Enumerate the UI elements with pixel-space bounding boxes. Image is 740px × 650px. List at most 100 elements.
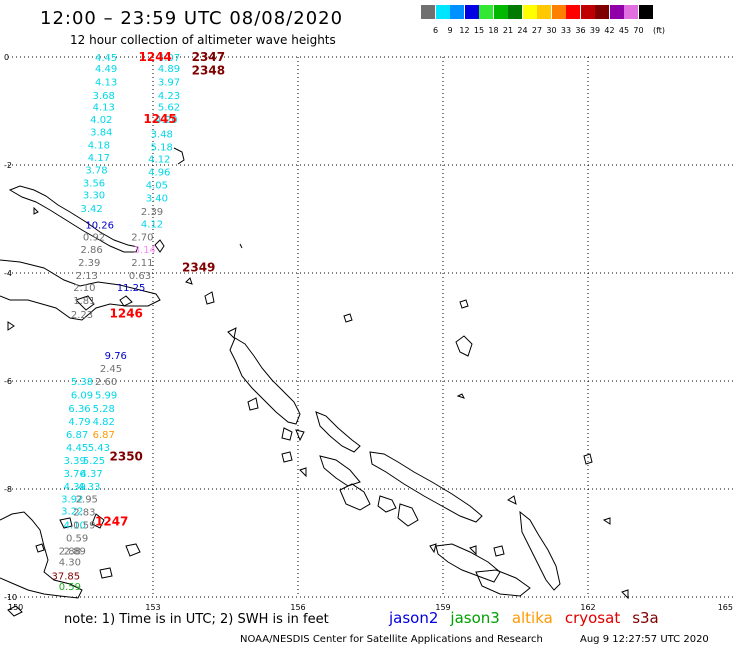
wave-height-label: 3.30 <box>83 191 105 202</box>
wave-height-label: 2.89 <box>64 547 86 558</box>
legend-label: 12 <box>459 26 470 35</box>
graticule <box>8 56 733 598</box>
legend-swatch <box>609 5 624 19</box>
wave-height-label: 2.83 <box>73 508 95 519</box>
wave-height-label: 5.28 <box>93 404 115 415</box>
legend-swatch <box>638 5 653 19</box>
wave-height-label: 0.59 <box>59 582 81 593</box>
generation-timestamp: Aug 9 12:27:57 UTC 2020 <box>580 634 709 645</box>
wave-height-label: 4.39 <box>64 482 86 493</box>
wave-height-label: 4.89 <box>158 64 180 75</box>
wave-height-label: 11.25 <box>117 283 146 294</box>
legend-label: 21 <box>502 26 514 35</box>
satellite-jason3: jason3 <box>450 609 500 627</box>
credit-line: NOAA/NESDIS Center for Satellite Applica… <box>240 634 543 645</box>
wave-height-label: 4.96 <box>148 167 170 178</box>
map-subtitle: 12 hour collection of altimeter wave hei… <box>70 33 336 47</box>
wave-height-label: 3.40 <box>146 193 168 204</box>
wave-height-label: 2.86 <box>81 245 103 256</box>
track-time-label: 1245 <box>143 112 176 126</box>
wave-height-label: 5.25 <box>83 456 105 467</box>
legend-swatch <box>464 5 479 19</box>
legend-label: 9 <box>447 26 453 35</box>
wave-height-label: 0.59 <box>66 534 88 545</box>
y-tick-label: -6 <box>4 377 12 386</box>
wave-height-label: 4.12 <box>148 155 170 166</box>
wave-height-label: 3.92 <box>61 495 83 506</box>
satellite-jason2: jason2 <box>389 609 439 627</box>
satellite-altika: altika <box>511 609 553 627</box>
legend-label: 36 <box>575 26 586 35</box>
legend-label: 6 <box>432 26 439 35</box>
wave-height-label: 5.62 <box>158 103 180 114</box>
wave-height-label: 0.92 <box>83 232 105 243</box>
wave-height-label: 4.10 <box>64 521 86 532</box>
wave-height-label: 4.45 <box>66 443 88 454</box>
legend-label: 15 <box>473 26 485 35</box>
wave-height-label: 6.36 <box>68 404 90 415</box>
legend-swatch <box>624 5 638 19</box>
track-time-label: 2348 <box>192 64 225 78</box>
footer-note: note: 1) Time is in UTC; 2) SWH is in fe… <box>64 612 329 627</box>
wave-height-label: 5.43 <box>88 443 110 454</box>
track-time-label: 2350 <box>110 450 143 464</box>
wave-height-label: 2.88 <box>59 547 81 558</box>
wave-height-label: 3.78 <box>85 165 107 176</box>
wave-height-label: 2.10 <box>73 283 95 294</box>
track-time-label: 2347 <box>192 50 225 64</box>
legend-label: 33 <box>560 26 572 35</box>
y-tick-label: 0 <box>4 53 9 62</box>
wave-height-label: 3.97 <box>158 77 180 88</box>
wave-height-label: 4.82 <box>93 417 115 428</box>
x-tick-label: 153 <box>145 603 160 612</box>
coastline <box>0 147 629 617</box>
wave-height-label: 5.38 <box>71 377 93 388</box>
wave-height-label: 3.76 <box>64 469 86 480</box>
legend-label: 30 <box>546 26 557 35</box>
wave-height-label: 3.42 <box>81 204 103 215</box>
legend-label: 39 <box>589 26 601 35</box>
legend-label: 70 <box>633 26 644 35</box>
x-tick-label: 150 <box>8 603 23 612</box>
legend-label: 24 <box>517 26 528 35</box>
x-tick-label: 165 <box>718 603 733 612</box>
wave-height-label: 6.09 <box>71 391 93 402</box>
y-tick-label: -4 <box>4 269 12 278</box>
wave-height-label: 2.70 <box>131 232 153 243</box>
wave-height-label: 2.23 <box>71 310 93 321</box>
legend-label: 45 <box>618 26 630 35</box>
y-tick-label: -10 <box>4 593 17 602</box>
wave-height-label: 5.18 <box>151 143 173 154</box>
wave-height-label: 3.84 <box>90 128 112 139</box>
x-tick-label: 159 <box>435 603 450 612</box>
wave-height-label: 4.49 <box>95 64 117 75</box>
wave-height-label: 4.37 <box>81 469 103 480</box>
legend-swatch <box>551 5 566 19</box>
wave-height-label: 1.81 <box>73 296 95 307</box>
x-tick-label: 162 <box>580 603 595 612</box>
wave-height-label: 2.11 <box>131 258 153 269</box>
wave-height-label: 4.12 <box>141 219 163 230</box>
track-time-label: 1247 <box>95 514 128 528</box>
wave-height-label: 4.13 <box>93 103 115 114</box>
wave-height-label: 6.87 <box>93 430 115 441</box>
track-time-label: 1246 <box>110 307 143 321</box>
satellite-legend: jason2 jason3 altika cryosat s3a <box>389 609 671 627</box>
wave-height-label: 4.13 <box>95 77 117 88</box>
wave-height-label: 2.45 <box>100 364 122 375</box>
map-axes: 150 153 156 159 162 165 0 -2 -4 -6 -8 -10 <box>4 53 733 612</box>
wave-height-label: 3.68 <box>93 91 115 102</box>
legend-swatch <box>508 5 522 19</box>
legend-swatch <box>537 5 551 19</box>
legend-swatch <box>450 5 464 19</box>
wave-height-label: 4.05 <box>146 180 168 191</box>
wave-height-label: 3.48 <box>151 130 173 141</box>
legend-swatch <box>522 5 537 19</box>
altimeter-track-labels: 4.45 4.07 4.49 4.89 4.13 3.97 3.68 4.23 4.13 5.62… <box>52 50 226 593</box>
wave-height-label: 3.22 <box>61 507 83 518</box>
legend-swatch <box>493 5 508 19</box>
satellite-s3a: s3a <box>632 609 659 627</box>
wave-height-label: 4.23 <box>158 91 180 102</box>
wave-height-label: 4.79 <box>68 417 90 428</box>
